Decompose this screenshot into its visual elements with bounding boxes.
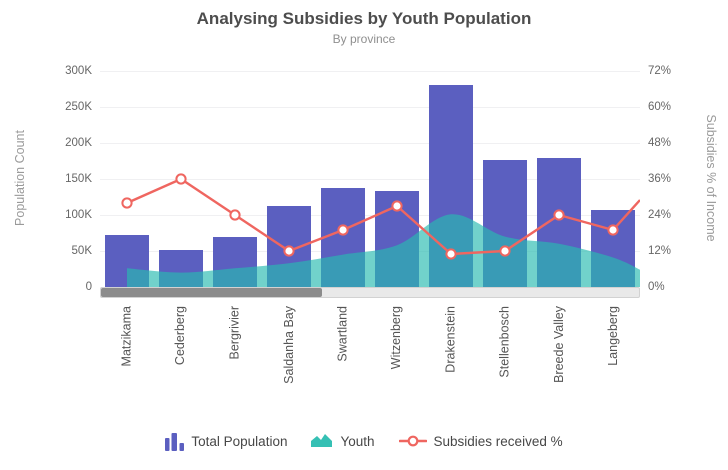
plot-area (100, 71, 640, 287)
x-label-text: Breede Valley (551, 306, 566, 383)
x-label-text: Stellenbosch (497, 306, 512, 378)
marker-langeberg[interactable] (607, 224, 619, 236)
x-label-text: Swartland (335, 306, 350, 362)
line-marker-icon (398, 435, 427, 447)
right-tick-12-: 12% (648, 245, 672, 257)
legend-item-youth[interactable]: Youth (311, 431, 375, 451)
legend-label: Subsidies received % (433, 433, 563, 449)
chart-title: Analysing Subsidies by Youth Population (196, 9, 532, 28)
marker-stellenbosch[interactable] (499, 245, 511, 257)
marker-saldanha-bay[interactable] (283, 245, 295, 257)
legend-item-subsidies[interactable]: Subsidies received % (398, 433, 563, 449)
marker-drakenstein[interactable] (445, 248, 457, 260)
x-label-text: Saldanha Bay (281, 306, 296, 384)
bar-chart-icon (165, 433, 185, 451)
horizontal-scrollbar-track[interactable] (100, 287, 640, 298)
left-tick-150k: 150K (65, 173, 92, 185)
x-label-text: Drakenstein (443, 306, 458, 373)
right-tick-24-: 24% (648, 209, 672, 221)
youth-area-series[interactable] (127, 214, 640, 287)
left-tick-300k: 300K (65, 65, 92, 77)
x-label-text: Langeberg (605, 306, 620, 366)
left-tick-50k: 50K (71, 245, 92, 257)
horizontal-scrollbar-thumb[interactable] (101, 288, 322, 297)
right-tick-72-: 72% (648, 65, 672, 77)
x-label-text: Matzikama (119, 306, 134, 367)
left-tick-0: 0 (85, 281, 92, 293)
left-tick-100k: 100K (65, 209, 92, 221)
right-tick-48-: 48% (648, 137, 672, 149)
left-tick-250k: 250K (65, 101, 92, 113)
marker-witzenberg[interactable] (391, 200, 403, 212)
legend-label: Total Population (191, 433, 288, 449)
x-label-text: Witzenberg (389, 306, 404, 370)
marker-breede-valley[interactable] (553, 209, 565, 221)
gridline (100, 107, 640, 108)
x-label-text: Bergrivier (227, 306, 242, 360)
gridline (100, 179, 640, 180)
chart-subtitle: By province (332, 32, 396, 46)
x-label-text: Cederberg (173, 306, 188, 366)
marker-bergrivier[interactable] (229, 209, 241, 221)
legend-item-total-population[interactable]: Total Population (165, 431, 287, 451)
right-tick-60-: 60% (648, 101, 672, 113)
marker-cederberg[interactable] (175, 173, 187, 185)
gridline (100, 215, 640, 216)
overlay-series (121, 173, 640, 287)
right-tick-36-: 36% (648, 173, 672, 185)
legend: Total Population Youth Subsidies receive… (0, 431, 728, 451)
area-chart-icon (311, 434, 333, 447)
left-tick-200k: 200K (65, 137, 92, 149)
marker-swartland[interactable] (337, 224, 349, 236)
right-tick-0-: 0% (648, 281, 665, 293)
legend-label: Youth (340, 433, 375, 449)
marker-matzikama[interactable] (121, 197, 133, 209)
gridline (100, 71, 640, 72)
gridline (100, 143, 640, 144)
